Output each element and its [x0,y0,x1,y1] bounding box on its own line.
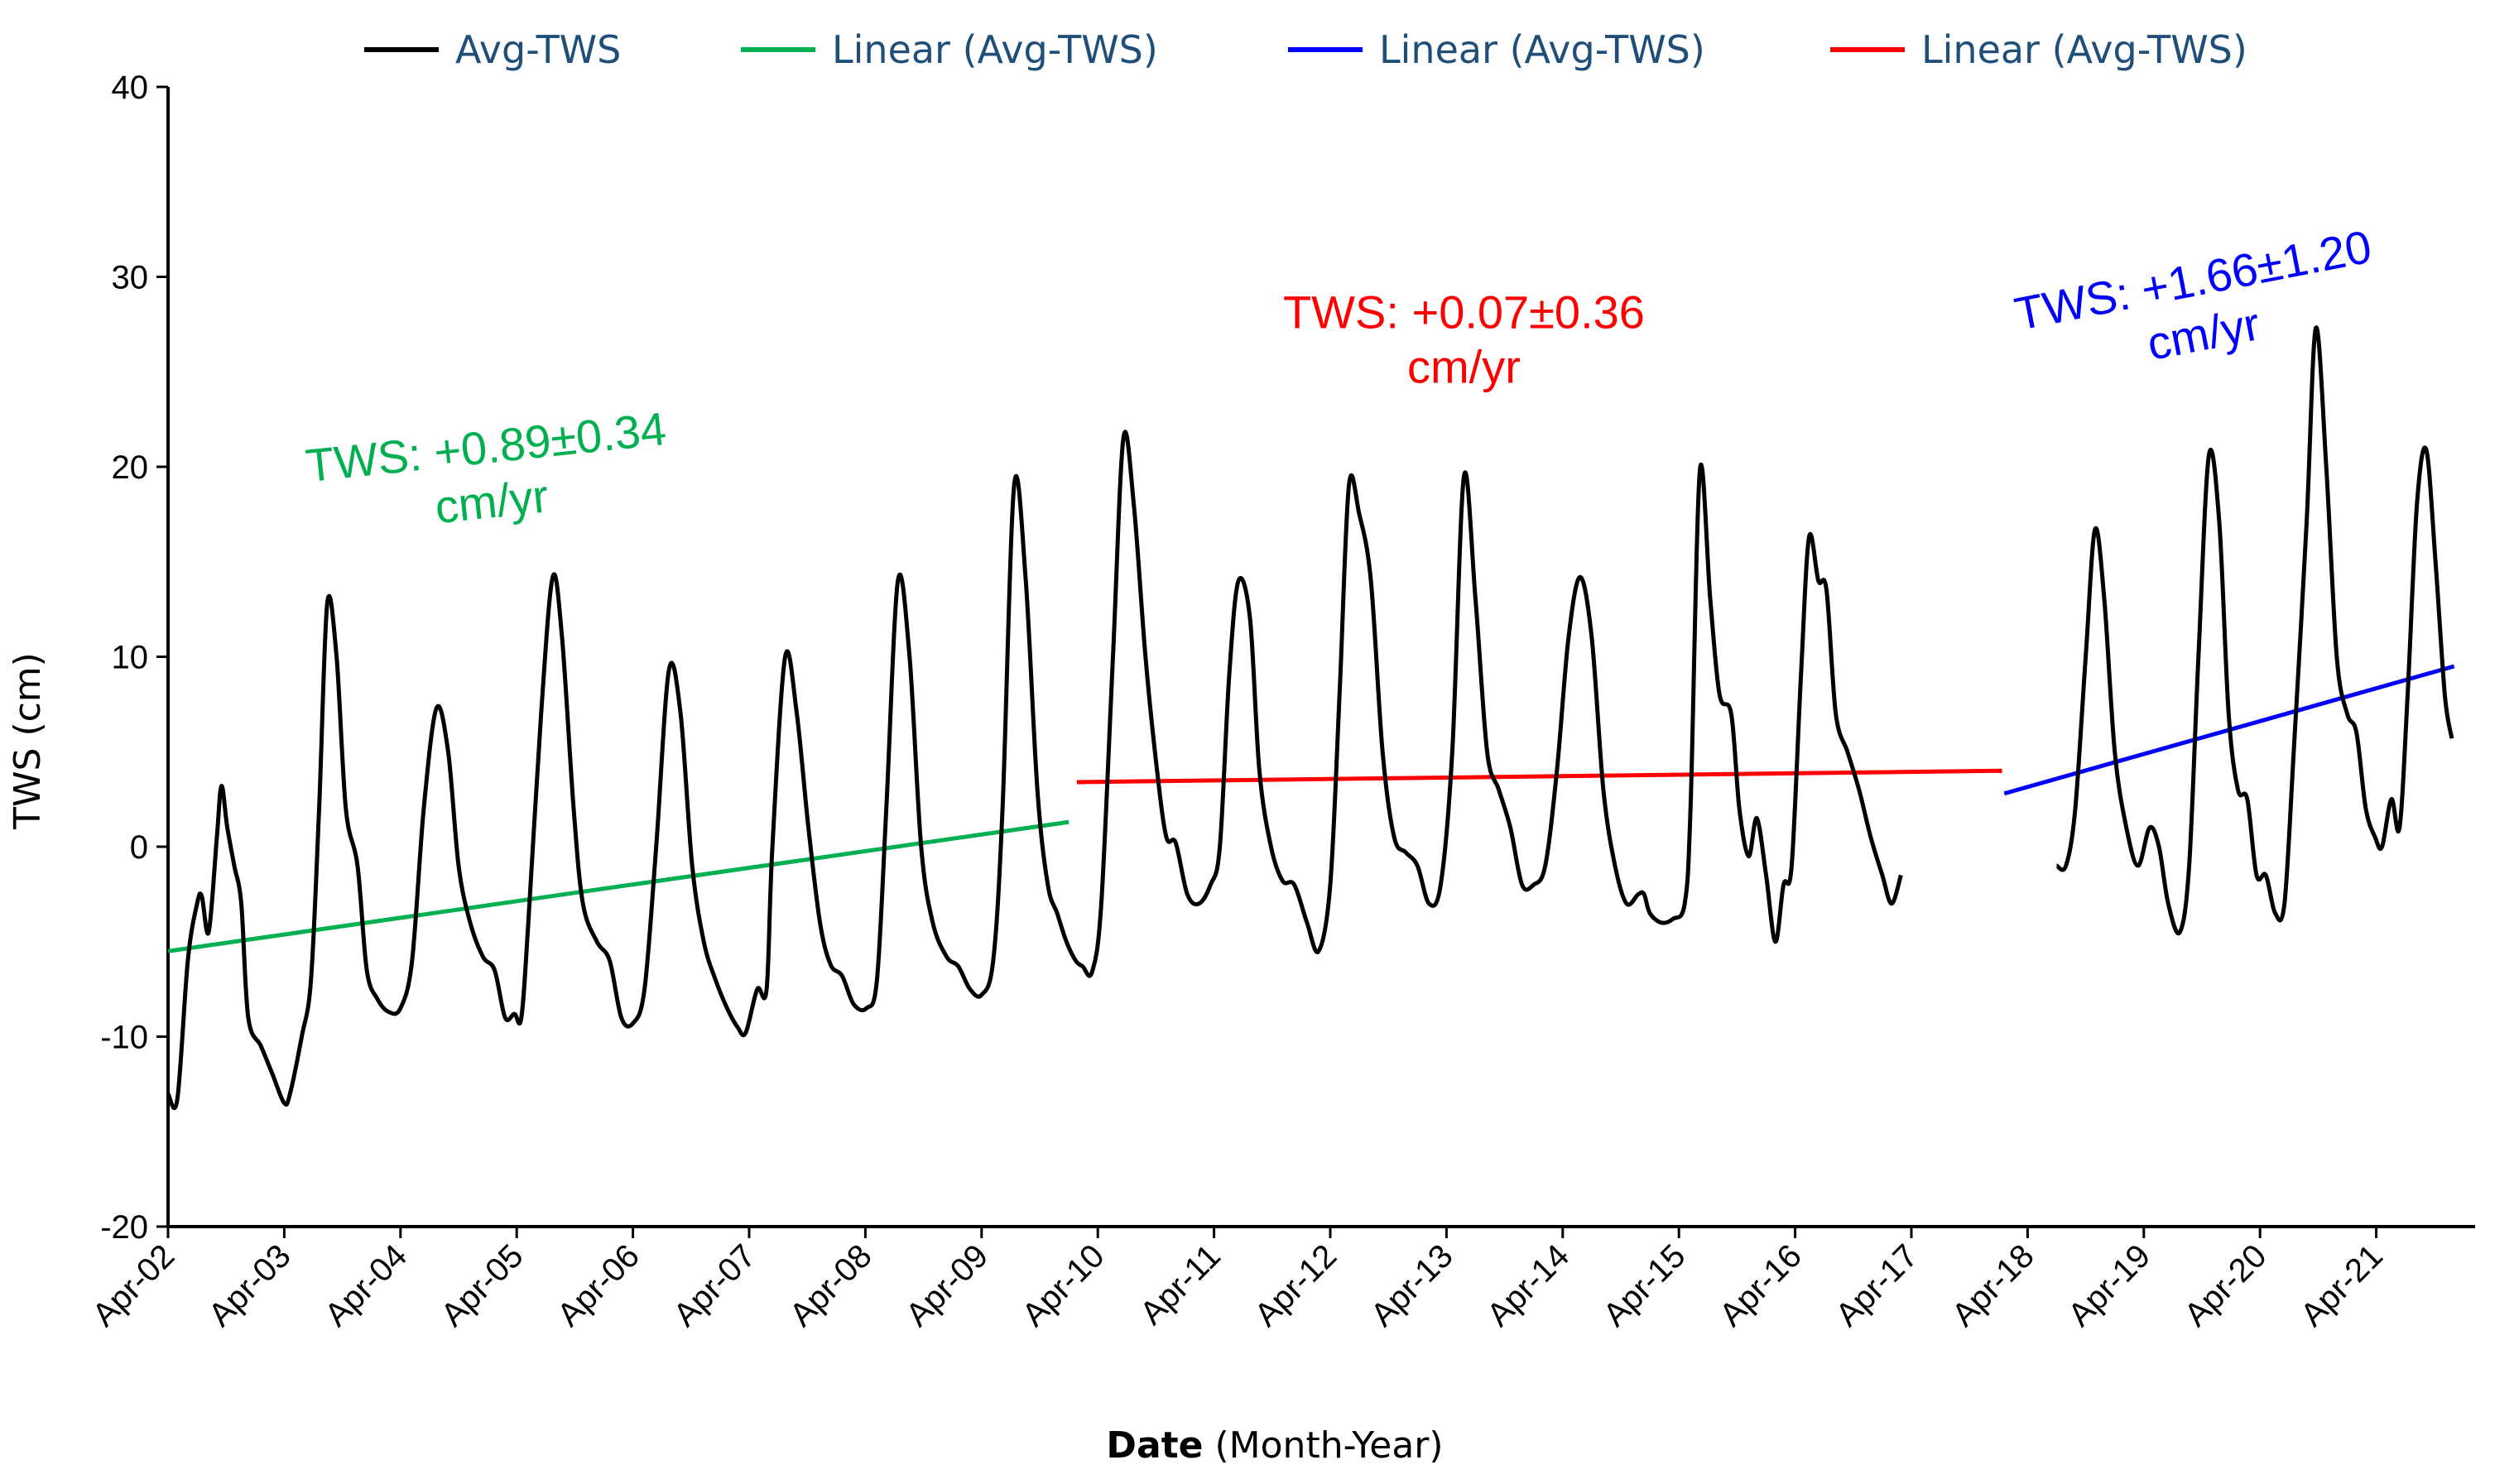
y-tick-label: -20 [100,1209,148,1246]
x-axis-title-rest: (Month-Year) [1204,1424,1444,1467]
y-tick-label: 40 [112,70,149,106]
legend: Avg-TWS Linear (Avg-TWS) Linear (Avg-TWS) L… [364,27,2247,72]
legend-label: Linear (Avg-TWS) [1379,27,1705,72]
y-axis-title: TWS (cm) [7,652,49,830]
x-axis: Apr-02 Apr-03 Apr-04 Apr-05 Apr-06 Apr-07 Apr-… [85,1225,2475,1333]
avg-tws-series [166,325,2454,1111]
x-tick-label: Apr-17 [1829,1237,1925,1333]
y-tick-label: 20 [112,449,149,486]
x-tick-label: Apr-09 [899,1237,995,1333]
x-axis-title-bold: Date [1106,1424,1203,1467]
x-tick-label: Apr-14 [1480,1237,1576,1333]
legend-label: Linear (Avg-TWS) [832,27,1158,72]
trend-line [1076,768,2002,785]
trend-annotation-line: cm/yr [1407,340,1521,392]
x-tick-label: Apr-02 [85,1237,181,1333]
x-tick-label: Apr-21 [2294,1237,2390,1333]
x-tick-label: Apr-19 [2061,1237,2157,1333]
x-tick-label: Apr-04 [318,1237,414,1333]
trend-annotation-line: TWS: +0.07±0.36 [1283,286,1645,338]
x-tick-label: Apr-10 [1016,1237,1112,1333]
avg-tws-line-segment-2 [2055,325,2454,936]
avg-tws-line-segment-1 [166,430,1903,1111]
x-tick-label: Apr-20 [2178,1237,2274,1333]
legend-label: Avg-TWS [455,27,621,72]
x-tick-label: Apr-12 [1247,1237,1344,1333]
x-tick-label: Apr-03 [202,1237,298,1333]
x-tick-label: Apr-15 [1597,1237,1693,1333]
x-tick-label: Apr-11 [1133,1237,1228,1332]
x-tick-label: Apr-06 [550,1237,647,1333]
x-tick-label: Apr-18 [1945,1237,2041,1333]
x-tick-label: Apr-08 [783,1237,879,1333]
trend-annotation-line: cm/yr [433,469,551,533]
y-axis: -20 -10 0 10 20 30 40 [100,70,170,1246]
x-tick-label: Apr-07 [666,1237,762,1333]
y-tick-label: 0 [130,829,148,866]
legend-label: Linear (Avg-TWS) [1921,27,2247,72]
y-tick-label: -10 [100,1020,148,1056]
trend-line [167,819,1070,953]
x-tick-label: Apr-13 [1364,1237,1460,1333]
x-tick-label: Apr-05 [435,1237,531,1333]
y-tick-label: 10 [112,640,149,676]
y-tick-label: 30 [112,260,149,296]
x-tick-label: Apr-16 [1713,1237,1809,1333]
x-axis-title: Date (Month-Year) [1106,1424,1443,1467]
